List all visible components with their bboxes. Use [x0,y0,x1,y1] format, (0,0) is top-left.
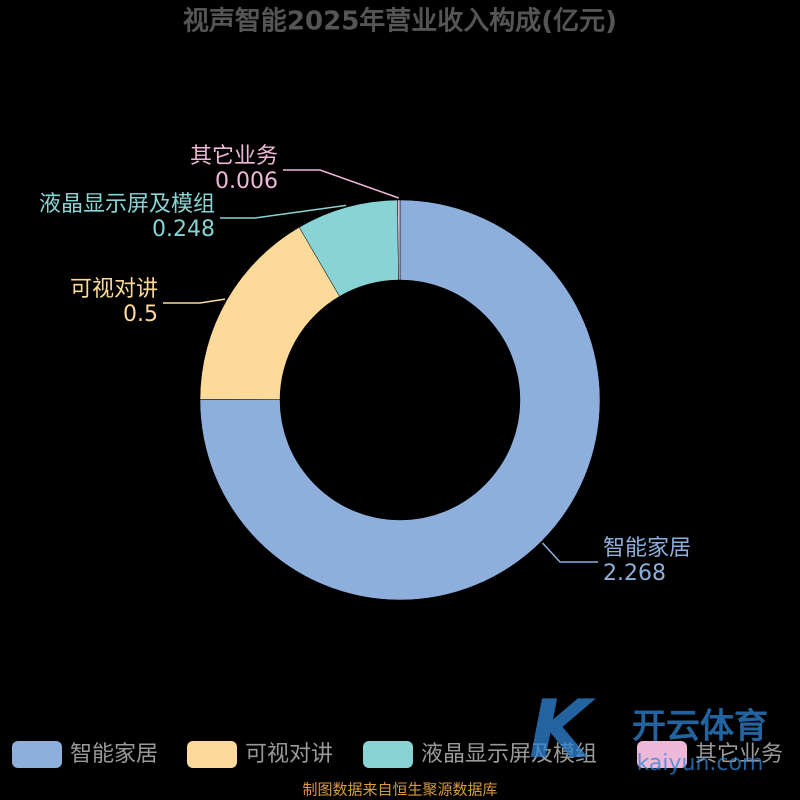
source-note: 制图数据来自恒生聚源数据库 [302,781,497,799]
data-label-value: 0.006 [215,169,278,194]
donut-slice [199,199,601,601]
watermark-site: kaiyun.com [637,751,764,776]
leader-line [283,169,399,199]
watermark-brand: 开云体育 [632,707,768,747]
watermark: K 开云体育 kaiyun.com [529,683,768,776]
data-label-value: 0.5 [123,302,158,327]
leader-line [542,542,598,563]
legend-swatch [363,741,413,768]
data-label-value: 0.248 [152,217,215,242]
data-label-name: 液晶显示屏及模组 [39,192,215,217]
data-label-name: 智能家居 [603,536,691,561]
legend-swatch [187,741,237,768]
legend-label: 其它业务 [695,742,783,767]
data-label-value: 2.268 [603,561,666,586]
legend-swatch [12,741,62,768]
legend-label: 可视对讲 [245,742,333,767]
data-label-name: 其它业务 [190,144,278,169]
data-label-name: 可视对讲 [70,277,158,302]
chart-title: 视声智能2025年营业收入构成(亿元) [183,6,617,37]
leader-line [220,204,347,219]
legend-swatch [637,741,687,768]
legend-label: 智能家居 [70,742,158,767]
watermark-logo: K [529,683,596,776]
donut-slice [397,199,401,281]
legend-label: 液晶显示屏及模组 [421,742,597,767]
leader-line [163,298,226,304]
legend: 智能家居 可视对讲 液晶显示屏及模组 其它业务 [12,741,783,768]
